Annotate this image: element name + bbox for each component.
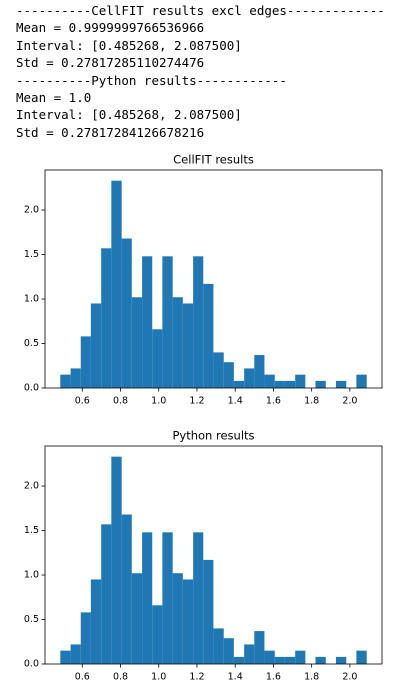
- bar: [356, 374, 367, 388]
- bar: [101, 524, 112, 664]
- console-line: Interval: [0.485268, 2.087500]: [16, 37, 242, 53]
- bar: [172, 573, 183, 664]
- x-tick-label: 0.6: [75, 672, 90, 683]
- bar: [111, 456, 122, 664]
- chart-title: Python results: [172, 429, 254, 443]
- bar: [131, 297, 143, 388]
- x-tick-label: 1.6: [266, 672, 281, 683]
- console-output: ----------CellFIT results excl edges----…: [16, 2, 419, 141]
- bar: [233, 656, 245, 664]
- bar: [60, 374, 71, 388]
- console-line: ----------Python results------------: [16, 72, 287, 88]
- x-tick-label: 1.0: [151, 396, 166, 407]
- bar: [213, 352, 224, 388]
- x-tick-label: 0.6: [75, 396, 90, 407]
- bar: [335, 656, 347, 664]
- y-tick-label: 2.0: [24, 481, 39, 492]
- console-line: Mean = 1.0: [16, 90, 92, 106]
- bar: [80, 336, 91, 388]
- bar: [244, 644, 255, 664]
- bar: [70, 368, 81, 388]
- x-tick-label: 1.2: [189, 672, 204, 683]
- x-tick-label: 1.4: [228, 672, 243, 683]
- x-tick-label: 2.0: [342, 396, 357, 407]
- y-tick-label: 1.0: [24, 294, 39, 305]
- bar: [60, 650, 71, 664]
- bar: [274, 380, 285, 388]
- bar: [254, 631, 265, 664]
- bar: [284, 656, 296, 664]
- bar: [90, 303, 102, 388]
- chart-title: CellFIT results: [173, 153, 254, 167]
- axes-frame: [44, 445, 383, 665]
- bar: [142, 532, 153, 664]
- bar: [172, 297, 183, 388]
- bar: [223, 638, 234, 664]
- x-tick-label: 1.4: [228, 396, 243, 407]
- bar: [244, 368, 255, 388]
- bar: [284, 380, 296, 388]
- bar: [193, 256, 204, 388]
- bar: [152, 329, 163, 388]
- x-tick-label: 1.0: [151, 672, 166, 683]
- bar: [162, 256, 173, 388]
- bar: [356, 650, 367, 664]
- console-line: ----------CellFIT results excl edges----…: [16, 3, 385, 18]
- bar: [182, 303, 194, 388]
- bar: [213, 628, 224, 664]
- bar: [295, 650, 306, 664]
- bar: [315, 656, 326, 664]
- y-tick-label: 2.0: [24, 205, 39, 216]
- bar: [315, 380, 326, 388]
- bar: [335, 380, 347, 388]
- bar: [162, 532, 173, 664]
- bar: [121, 514, 132, 664]
- bar: [203, 283, 214, 388]
- bar: [111, 180, 122, 388]
- bar: [101, 248, 112, 388]
- bar: [274, 656, 285, 664]
- y-tick-label: 1.5: [24, 525, 39, 536]
- bar: [121, 238, 132, 388]
- bar: [264, 374, 275, 388]
- x-tick-label: 0.8: [113, 672, 128, 683]
- console-line: Std = 0.27817285110274476: [16, 55, 205, 71]
- axes-frame: [44, 169, 383, 389]
- y-tick-label: 0.5: [24, 338, 39, 349]
- bar: [131, 573, 143, 664]
- y-tick-label: 1.0: [24, 570, 39, 581]
- bar: [142, 256, 153, 388]
- x-tick-label: 1.8: [304, 396, 319, 407]
- bar: [233, 380, 245, 388]
- bar: [80, 612, 91, 664]
- x-tick-label: 1.2: [189, 396, 204, 407]
- x-tick-label: 2.0: [342, 672, 357, 683]
- x-tick-label: 1.6: [266, 396, 281, 407]
- x-tick-label: 0.8: [113, 396, 128, 407]
- bar: [203, 559, 214, 664]
- bar: [295, 374, 306, 388]
- bar: [223, 362, 234, 388]
- console-line: Mean = 0.9999999766536966: [16, 20, 205, 36]
- bar: [70, 644, 81, 664]
- console-line: Interval: [0.485268, 2.087500]: [16, 107, 242, 123]
- y-tick-label: 0.5: [24, 614, 39, 625]
- y-tick-label: 1.5: [24, 249, 39, 260]
- y-tick-label: 0.0: [24, 383, 39, 394]
- x-tick-label: 1.8: [304, 672, 319, 683]
- bar: [90, 579, 102, 664]
- bar: [193, 532, 204, 664]
- bar: [264, 650, 275, 664]
- bar: [182, 579, 194, 664]
- console-line: Std = 0.27817284126678216: [16, 124, 205, 140]
- bar: [152, 605, 163, 664]
- bar: [254, 355, 265, 388]
- y-tick-label: 0.0: [24, 659, 39, 670]
